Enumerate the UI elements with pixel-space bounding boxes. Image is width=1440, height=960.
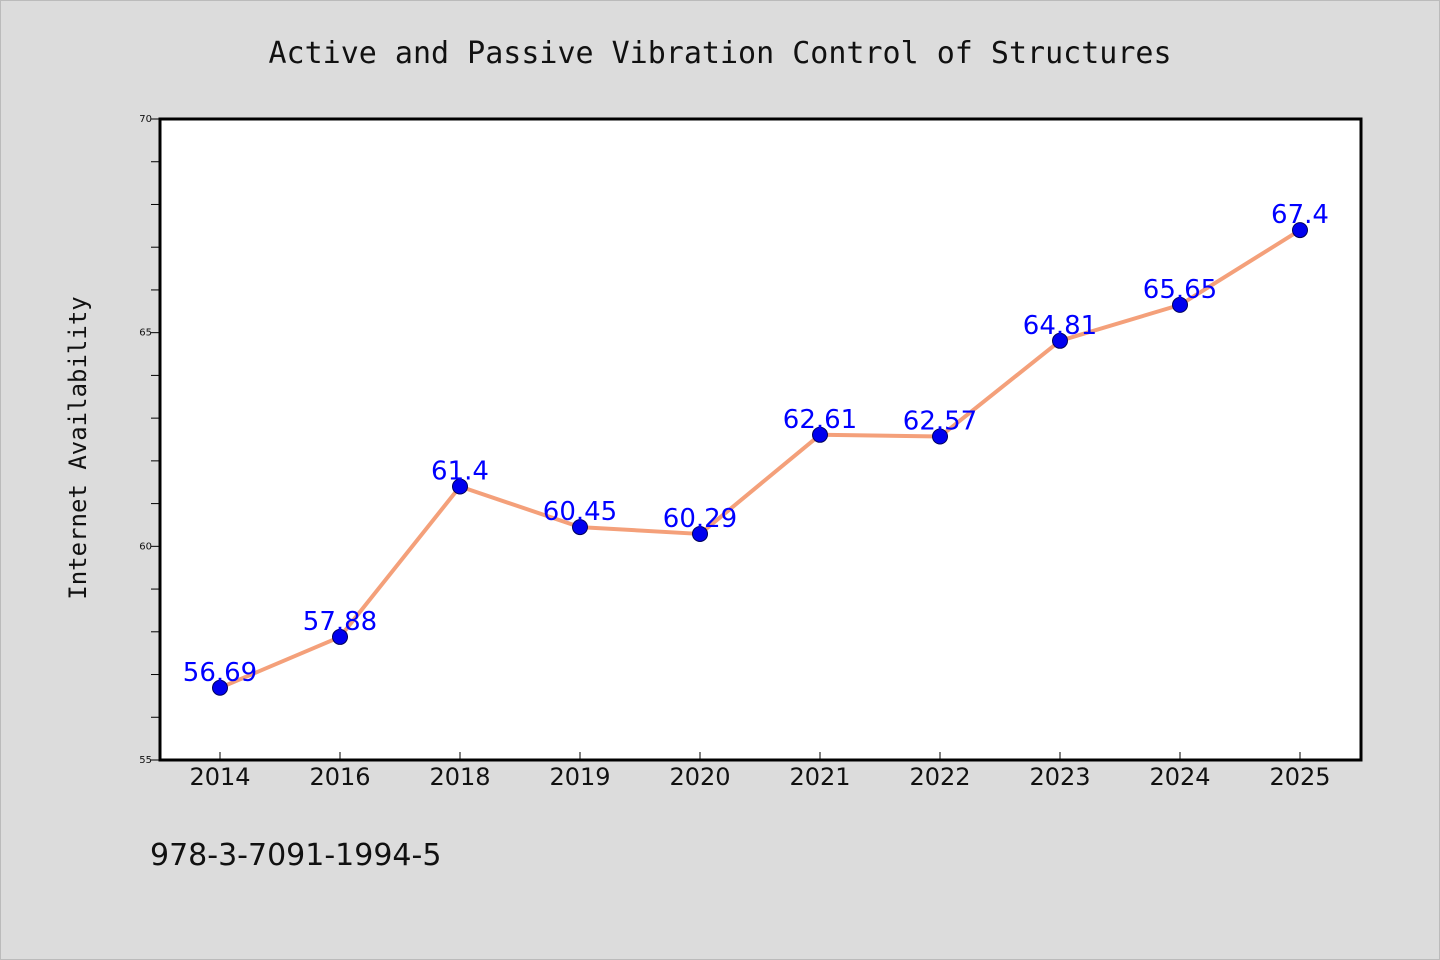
data-point-marker <box>1052 332 1068 349</box>
data-label: 65.65 <box>1143 275 1217 305</box>
data-point-marker <box>812 426 828 443</box>
x-tick-label: 2018 <box>429 763 490 791</box>
data-label: 64.81 <box>1023 311 1097 341</box>
data-label: 56.69 <box>183 658 257 688</box>
x-tick-label: 2023 <box>1029 763 1090 791</box>
y-tick-label: 55 <box>139 755 152 766</box>
data-point-marker <box>332 628 348 645</box>
x-tick-label: 2020 <box>669 763 730 791</box>
data-point-marker <box>572 519 588 536</box>
data-labels: 56.69 57.88 61.4 60.45 60.29 62.61 62.57 64.81 6… <box>183 200 1329 688</box>
y-axis: 55 60 65 70 <box>139 114 160 766</box>
plot-area <box>158 117 1363 762</box>
data-point-marker <box>212 679 228 696</box>
data-label: 60.45 <box>543 497 617 527</box>
data-label: 57.88 <box>303 607 377 637</box>
data-point-marker <box>932 428 948 445</box>
x-tick-label: 2016 <box>309 763 370 791</box>
data-point-marker <box>1172 296 1188 313</box>
y-tick-label: 60 <box>139 541 152 552</box>
series-polyline <box>218 228 1302 690</box>
x-tick-label: 2022 <box>909 763 970 791</box>
x-tick-label: 2024 <box>1149 763 1210 791</box>
data-point-marker <box>1292 222 1308 239</box>
data-label: 67.4 <box>1271 200 1329 230</box>
x-tick-label: 2014 <box>189 763 250 791</box>
data-point-marker <box>452 478 468 495</box>
y-tick-label: 65 <box>139 328 152 339</box>
x-axis: 2014 2016 2018 2019 2020 2021 2022 2023 2024 2025 <box>189 752 1331 791</box>
data-label: 61.4 <box>431 457 489 487</box>
x-tick-label: 2025 <box>1269 763 1330 791</box>
y-tick-label: 70 <box>139 114 152 125</box>
data-label: 62.57 <box>903 407 977 437</box>
data-label: 62.61 <box>783 405 857 435</box>
isbn-text: 978-3-7091-1994-5 <box>150 838 441 873</box>
x-tick-label: 2021 <box>789 763 850 791</box>
data-label: 60.29 <box>663 504 737 534</box>
chart-title: Active and Passive Vibration Control of … <box>268 36 1171 71</box>
series-line <box>212 222 1308 696</box>
data-point-marker <box>692 525 708 542</box>
y-axis-label: Internet Availability <box>64 296 92 599</box>
x-tick-label: 2019 <box>549 763 610 791</box>
